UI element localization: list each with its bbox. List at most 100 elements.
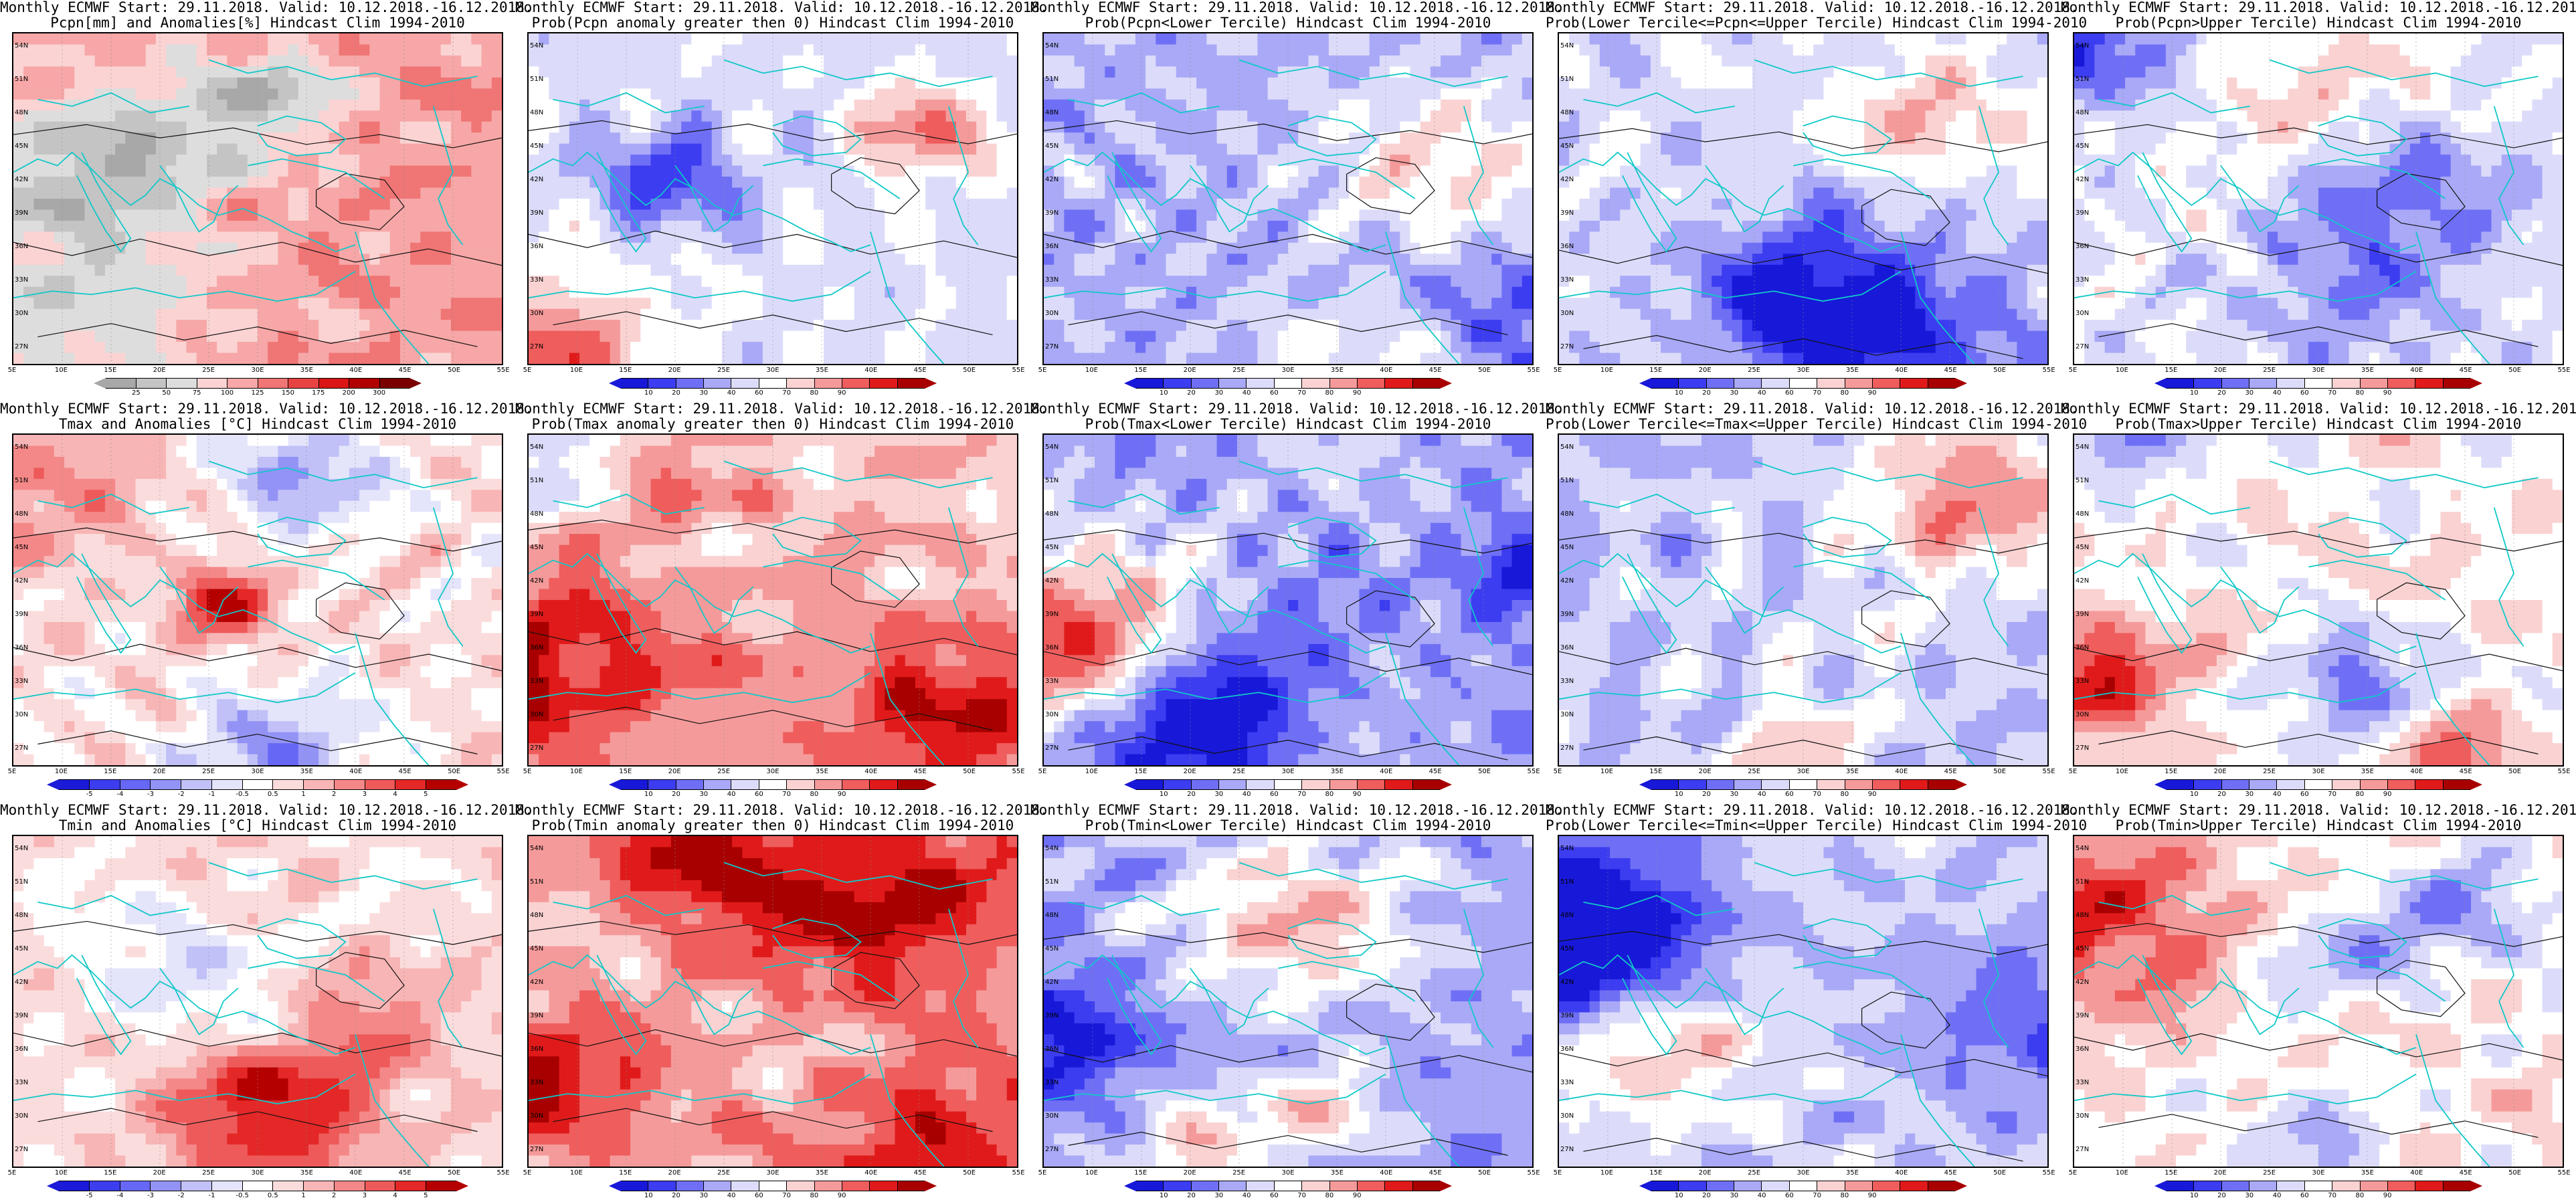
lat-label: 36N [15, 1046, 28, 1053]
lat-label: 48N [2076, 912, 2089, 919]
anomaly-field [1044, 33, 1532, 364]
lat-label: 51N [1045, 879, 1059, 886]
forecast-panel: Monthly ECMWF Start: 29.11.2018. Valid: … [1546, 0, 2087, 401]
colorbar-swatch [1651, 780, 1679, 789]
panel-title-line1: Monthly ECMWF Start: 29.11.2018. Valid: … [0, 0, 533, 15]
colorbar-swatch [89, 1181, 120, 1191]
colorbar-tick-label: 20 [1702, 791, 1711, 798]
colorbar-swatch [1679, 379, 1707, 388]
colorbar-swatch [1706, 780, 1735, 789]
lon-label: 30E [1797, 367, 1809, 374]
colorbar-tick-label: 40 [2273, 1193, 2282, 1199]
lat-label: 45N [1560, 946, 1574, 952]
colorbar-tick-label: 70 [2328, 1193, 2336, 1199]
colorbar-tick-label: 40 [2273, 791, 2282, 798]
lat-label: 42N [1045, 177, 1059, 183]
colorbar-swatch [1789, 379, 1818, 388]
forecast-map: 54N 51N 48N 45N 42N 39N 36N 33N 30N 27N [12, 433, 503, 767]
colorbar-tick-label: 60 [1785, 1193, 1794, 1199]
lon-label: 20E [2214, 769, 2227, 775]
colorbar-swatch [1817, 1181, 1845, 1191]
colorbar-tick-label: 10 [644, 1193, 653, 1199]
colorbar [47, 779, 468, 790]
lat-label: 42N [1045, 578, 1059, 585]
colorbar-tick-label: 25 [132, 390, 141, 397]
colorbar-tick-label: 40 [727, 791, 736, 798]
lat-label: 45N [2076, 946, 2089, 952]
colorbar-swatch [1247, 1181, 1275, 1191]
lat-label: 39N [15, 611, 28, 618]
forecast-panel: Monthly ECMWF Start: 29.11.2018. Valid: … [2061, 803, 2576, 1204]
colorbar [1639, 1181, 1967, 1191]
lon-label: 10E [55, 367, 68, 374]
colorbar-swatch [897, 1181, 925, 1191]
forecast-panel: Monthly ECMWF Start: 29.11.2018. Valid: … [2061, 401, 2576, 803]
colorbar-swatch [136, 379, 167, 388]
colorbar-swatch [787, 379, 815, 388]
colorbar-tick-label: 10 [2190, 390, 2199, 397]
colorbar-swatch [1274, 780, 1303, 789]
lon-label: 5E [523, 367, 532, 374]
lat-label: 45N [530, 544, 543, 551]
colorbar-tick-label: 60 [1270, 791, 1279, 798]
colorbar-tick-label: 40 [1758, 1193, 1766, 1199]
colorbar-tick-label: 100 [221, 390, 234, 397]
colorbar-swatch [273, 1181, 304, 1191]
lat-label: 51N [2076, 76, 2089, 83]
colorbar-max-arrow [1955, 378, 1967, 389]
colorbar-tick-label: 80 [810, 1193, 819, 1199]
colorbar-tick-label: 125 [251, 390, 264, 397]
colorbar-swatch [731, 379, 759, 388]
colorbar-swatch [1706, 379, 1735, 388]
forecast-panel: Monthly ECMWF Start: 29.11.2018. Valid: … [1030, 803, 1564, 1204]
colorbar-swatch [2304, 780, 2333, 789]
lon-label: 25E [202, 769, 215, 775]
colorbar [1124, 779, 1452, 790]
lat-label: 42N [530, 979, 543, 986]
colorbar-min-arrow [2154, 779, 2167, 790]
forecast-map: 54N 51N 48N 45N 42N 39N 36N 33N 30N 27N [1042, 835, 1534, 1168]
colorbar-tick-label: 30 [1730, 390, 1738, 397]
lon-label: 10E [2116, 769, 2128, 775]
lat-label: 45N [1045, 544, 1059, 551]
forecast-map: 54N 51N 48N 45N 42N 39N 36N 33N 30N 27N [1042, 32, 1534, 365]
colorbar-max-arrow [1440, 779, 1452, 790]
colorbar-swatch [1762, 1181, 1790, 1191]
lat-label: 33N [1560, 277, 1574, 284]
colorbar [1124, 378, 1452, 389]
forecast-map: 54N 51N 48N 45N 42N 39N 36N 33N 30N 27N [2073, 32, 2564, 365]
lat-label: 36N [2076, 645, 2089, 651]
colorbar-swatch [1136, 780, 1164, 789]
colorbar-swatch [1679, 780, 1707, 789]
colorbar-swatch [2221, 379, 2250, 388]
colorbar [1124, 1181, 1452, 1191]
colorbar-swatch [842, 780, 870, 789]
lon-label: 50E [2508, 1170, 2521, 1177]
colorbar-min-arrow [2154, 378, 2167, 389]
colorbar-swatch [1651, 1181, 1679, 1191]
colorbar-tick-label: 200 [343, 390, 355, 397]
lon-label: 45E [2460, 1170, 2472, 1177]
colorbar-tick-label: 50 [162, 390, 171, 397]
colorbar [609, 779, 937, 790]
colorbar-swatch [2332, 780, 2361, 789]
colorbar-swatch [731, 1181, 759, 1191]
colorbar-tick-label: 70 [1813, 1193, 1821, 1199]
lat-label: 39N [530, 611, 543, 618]
lat-label: 42N [15, 578, 28, 585]
lon-label: 25E [2263, 367, 2276, 374]
forecast-map: 54N 51N 48N 45N 42N 39N 36N 33N 30N 27N [2073, 835, 2564, 1168]
lon-label: 10E [570, 769, 583, 775]
colorbar-tick-label: 4 [393, 791, 397, 798]
panel-title-line2: Prob(Pcpn>Upper Tercile) Hindcast Clim 1… [2061, 15, 2576, 31]
lon-label: 55E [496, 1170, 509, 1177]
lat-label: 36N [15, 243, 28, 250]
colorbar-max-arrow [925, 1181, 937, 1191]
lon-label: 50E [1478, 1170, 1491, 1177]
panel-title: Monthly ECMWF Start: 29.11.2018. Valid: … [2061, 803, 2576, 833]
colorbar-swatch [1385, 379, 1413, 388]
forecast-map: 54N 51N 48N 45N 42N 39N 36N 33N 30N 27N [527, 433, 1018, 767]
lon-label: 45E [1429, 367, 1442, 374]
lat-label: 27N [15, 745, 28, 752]
lat-label: 51N [530, 478, 543, 484]
